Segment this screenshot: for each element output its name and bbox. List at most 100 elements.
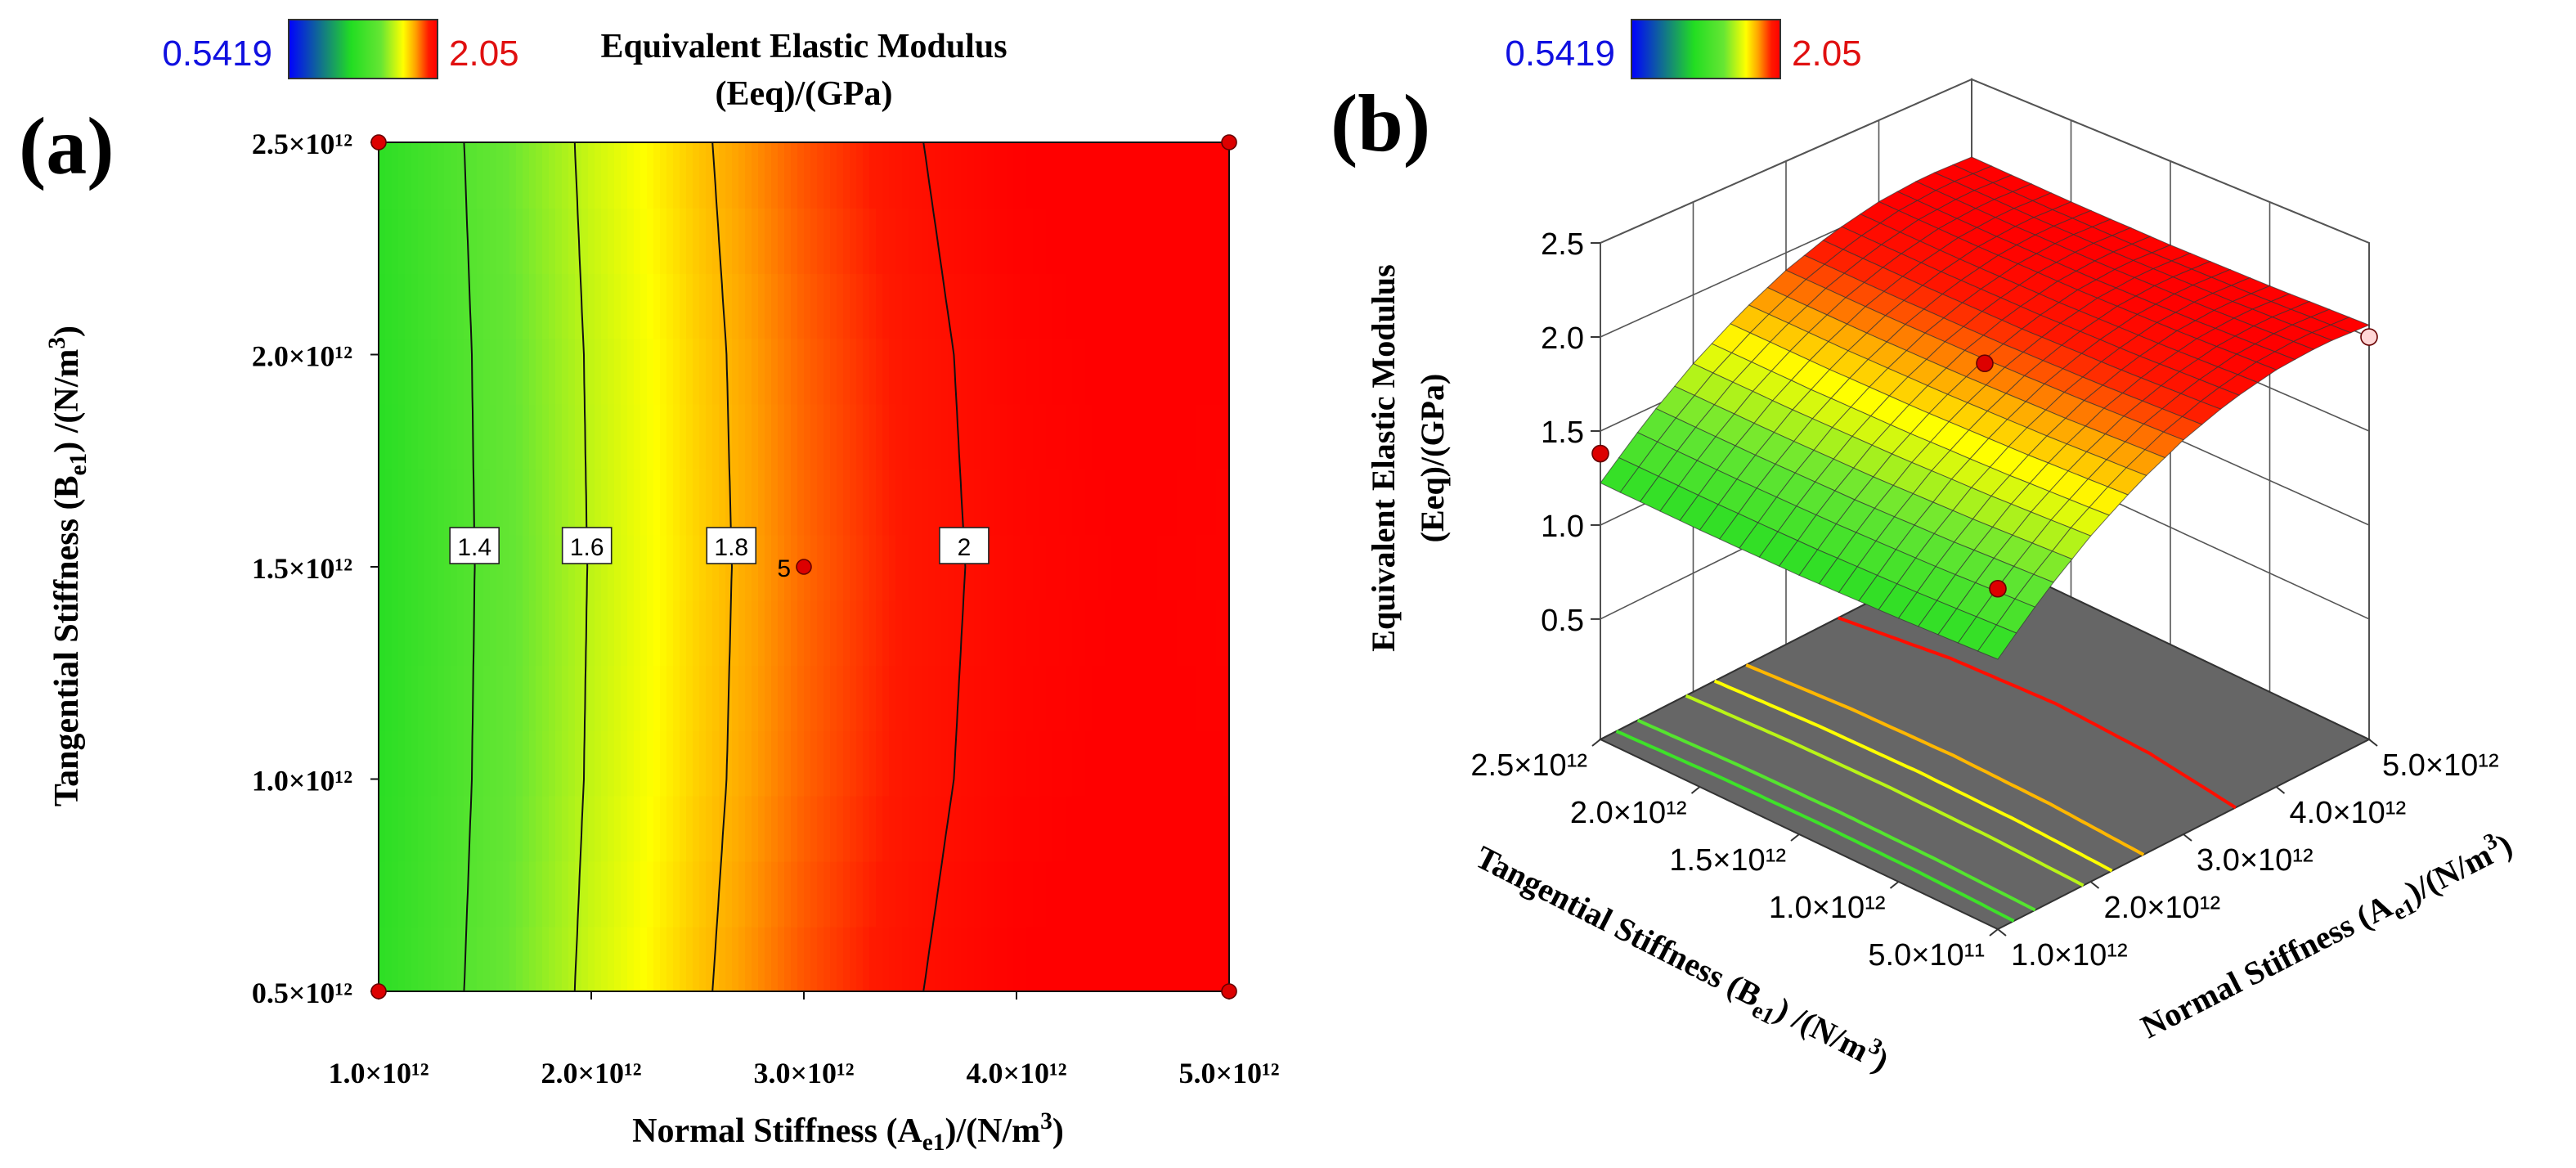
contour-label: 1.6	[570, 534, 604, 561]
field-cell	[837, 664, 845, 731]
field-cell	[922, 860, 930, 928]
field-cell	[588, 338, 596, 405]
field-cell	[1046, 534, 1054, 601]
field-cell	[477, 860, 485, 928]
field-cell	[509, 403, 518, 470]
field-cell	[1072, 207, 1080, 274]
field-cell	[810, 142, 819, 209]
field-cell	[1098, 338, 1106, 405]
wall-grid-line	[1600, 79, 2370, 244]
field-cell	[771, 338, 779, 405]
field-cell	[398, 730, 406, 797]
field-cell	[778, 599, 786, 666]
field-cell	[1177, 599, 1185, 666]
field-cell	[536, 664, 544, 731]
field-cell	[431, 272, 439, 339]
field-cell	[1066, 534, 1074, 601]
contour-label-box	[706, 527, 757, 564]
field-cell	[470, 926, 478, 993]
field-cell	[1085, 338, 1093, 405]
field-cell	[1072, 142, 1080, 209]
field-cell	[889, 469, 897, 536]
field-cell	[843, 664, 851, 731]
field-cell	[666, 469, 675, 536]
field-cell	[588, 730, 596, 797]
field-cell	[902, 207, 910, 274]
field-cell	[732, 795, 740, 862]
field-cell	[1190, 403, 1198, 470]
field-cell	[791, 664, 799, 731]
field-cell	[804, 403, 812, 470]
field-cell	[693, 599, 701, 666]
field-cell	[706, 142, 714, 209]
field-cell	[1072, 730, 1080, 797]
field-cell	[1007, 207, 1015, 274]
field-cell	[1209, 795, 1218, 862]
field-cell	[876, 860, 884, 928]
field-cell	[686, 272, 694, 339]
field-cell	[614, 926, 622, 993]
field-cell	[1052, 926, 1061, 993]
field-cell	[1144, 469, 1152, 536]
field-cell	[954, 730, 963, 797]
field-cell	[915, 469, 923, 536]
field-cell	[562, 338, 570, 405]
field-cell	[810, 403, 819, 470]
field-cell	[477, 469, 485, 536]
field-cell	[810, 664, 819, 731]
field-cell	[568, 403, 577, 470]
field-cell	[856, 142, 864, 209]
field-cell	[1151, 403, 1159, 470]
field-cell	[1026, 469, 1034, 536]
design-point	[1221, 983, 1237, 1000]
field-cell	[863, 926, 871, 993]
field-cell	[1052, 142, 1061, 209]
field-cell	[928, 207, 936, 274]
field-cell	[824, 730, 832, 797]
field-cell	[438, 926, 446, 993]
field-cell	[464, 142, 472, 209]
field-cell	[549, 272, 557, 339]
field-cell	[438, 664, 446, 731]
field-cell	[503, 338, 511, 405]
field-cell	[961, 926, 969, 993]
field-cell	[457, 469, 465, 536]
field-cell	[758, 795, 766, 862]
field-cell	[673, 272, 681, 339]
field-cell	[837, 534, 845, 601]
colorbar-min: 0.5419	[1505, 34, 1615, 74]
y-tick-label: 2.0×10¹²	[252, 340, 352, 373]
contour-line	[573, 142, 589, 992]
field-cell	[405, 338, 413, 405]
field-cell	[935, 860, 943, 928]
x-axis-label-part: )	[1052, 1112, 1064, 1150]
field-cell	[1190, 534, 1198, 601]
field-cell	[1118, 403, 1126, 470]
field-cell	[1124, 664, 1133, 731]
field-cell	[451, 469, 459, 536]
field-cell	[614, 534, 622, 601]
field-cell	[1190, 730, 1198, 797]
field-cell	[1118, 599, 1126, 666]
field-cell	[1059, 534, 1067, 601]
field-cell	[699, 795, 707, 862]
field-cell	[1020, 403, 1028, 470]
field-cell	[634, 534, 642, 601]
field-cell	[595, 469, 603, 536]
field-cell	[588, 142, 596, 209]
field-cell	[1190, 860, 1198, 928]
field-cell	[542, 664, 550, 731]
field-cell	[758, 730, 766, 797]
field-cell	[398, 534, 406, 601]
field-cell	[719, 403, 727, 470]
field-cell	[941, 860, 949, 928]
field-cell	[1072, 926, 1080, 993]
field-cell	[516, 403, 524, 470]
field-cell	[457, 860, 465, 928]
field-cell	[745, 142, 753, 209]
field-cell	[830, 860, 838, 928]
field-cell	[1059, 664, 1067, 731]
field-cell	[1052, 730, 1061, 797]
x-tick-label: 3.0×10¹²	[753, 1057, 854, 1089]
field-cell	[817, 142, 825, 209]
